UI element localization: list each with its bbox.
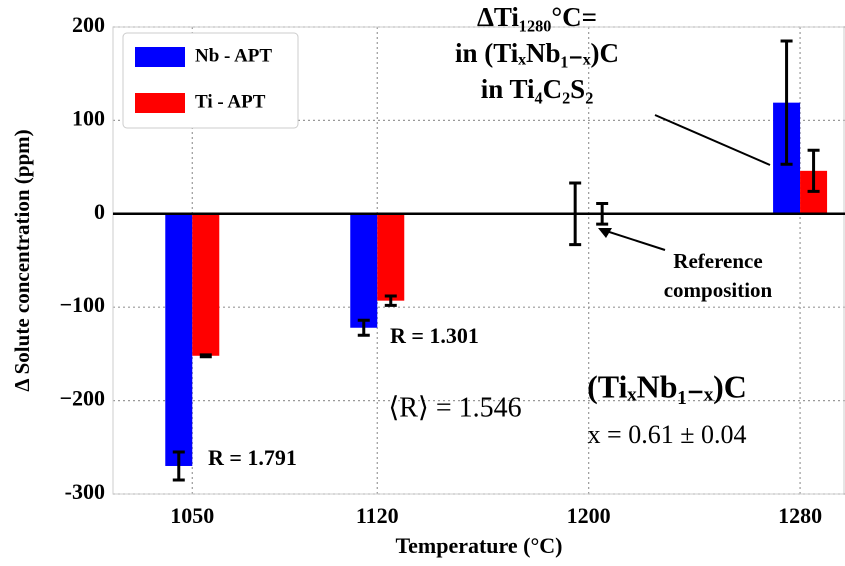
legend-label: Ti - APT	[195, 91, 266, 112]
legend-swatch	[135, 93, 185, 113]
bar	[192, 213, 220, 356]
annotation: in (TiₓNb₁₋ₓ)C	[455, 38, 619, 68]
bar	[377, 213, 405, 301]
y-tick-label: 200	[72, 12, 105, 37]
y-tick-label: -300	[65, 479, 105, 504]
annotation: x = 0.61 ± 0.04	[588, 420, 747, 449]
x-tick-label: 1050	[170, 503, 214, 528]
annotation-arrow	[599, 228, 666, 251]
x-axis-label: Temperature (°C)	[395, 533, 562, 558]
error-bar	[199, 353, 212, 359]
x-tick-label: 1200	[567, 503, 611, 528]
annotation: in Ti₄C₂S₂	[481, 74, 594, 104]
error-bar	[807, 148, 820, 193]
legend-label: Nb - APT	[195, 45, 272, 66]
annotation-line	[654, 114, 771, 166]
bar	[350, 213, 378, 328]
annotation: composition	[664, 278, 773, 302]
error-bar	[780, 39, 793, 166]
y-tick-label: 0	[94, 199, 105, 224]
annotation: Reference	[673, 249, 762, 273]
annotation: R = 1.301	[390, 323, 479, 348]
arrow-head	[598, 228, 612, 238]
error-bar	[384, 294, 397, 307]
x-tick-label: 1280	[778, 503, 822, 528]
annotation: ΔTi₁₂₈₀°C=	[477, 2, 597, 32]
x-tick-label: 1120	[356, 503, 399, 528]
y-axis-label: Δ Solute concentration (ppm)	[10, 129, 34, 391]
y-tick-label: 100	[72, 105, 105, 130]
bar	[165, 213, 193, 466]
plot-frame	[112, 26, 845, 495]
y-tick-label: −200	[59, 386, 105, 411]
annotation: (TiₓNb₁₋ₓ)C	[587, 368, 747, 404]
y-tick-label: −100	[59, 292, 105, 317]
legend-swatch	[135, 47, 185, 67]
annotation: R = 1.791	[208, 445, 297, 470]
annotation: ⟨R⟩ = 1.546	[388, 392, 521, 423]
error-bar	[357, 318, 370, 337]
error-bar	[172, 450, 185, 482]
